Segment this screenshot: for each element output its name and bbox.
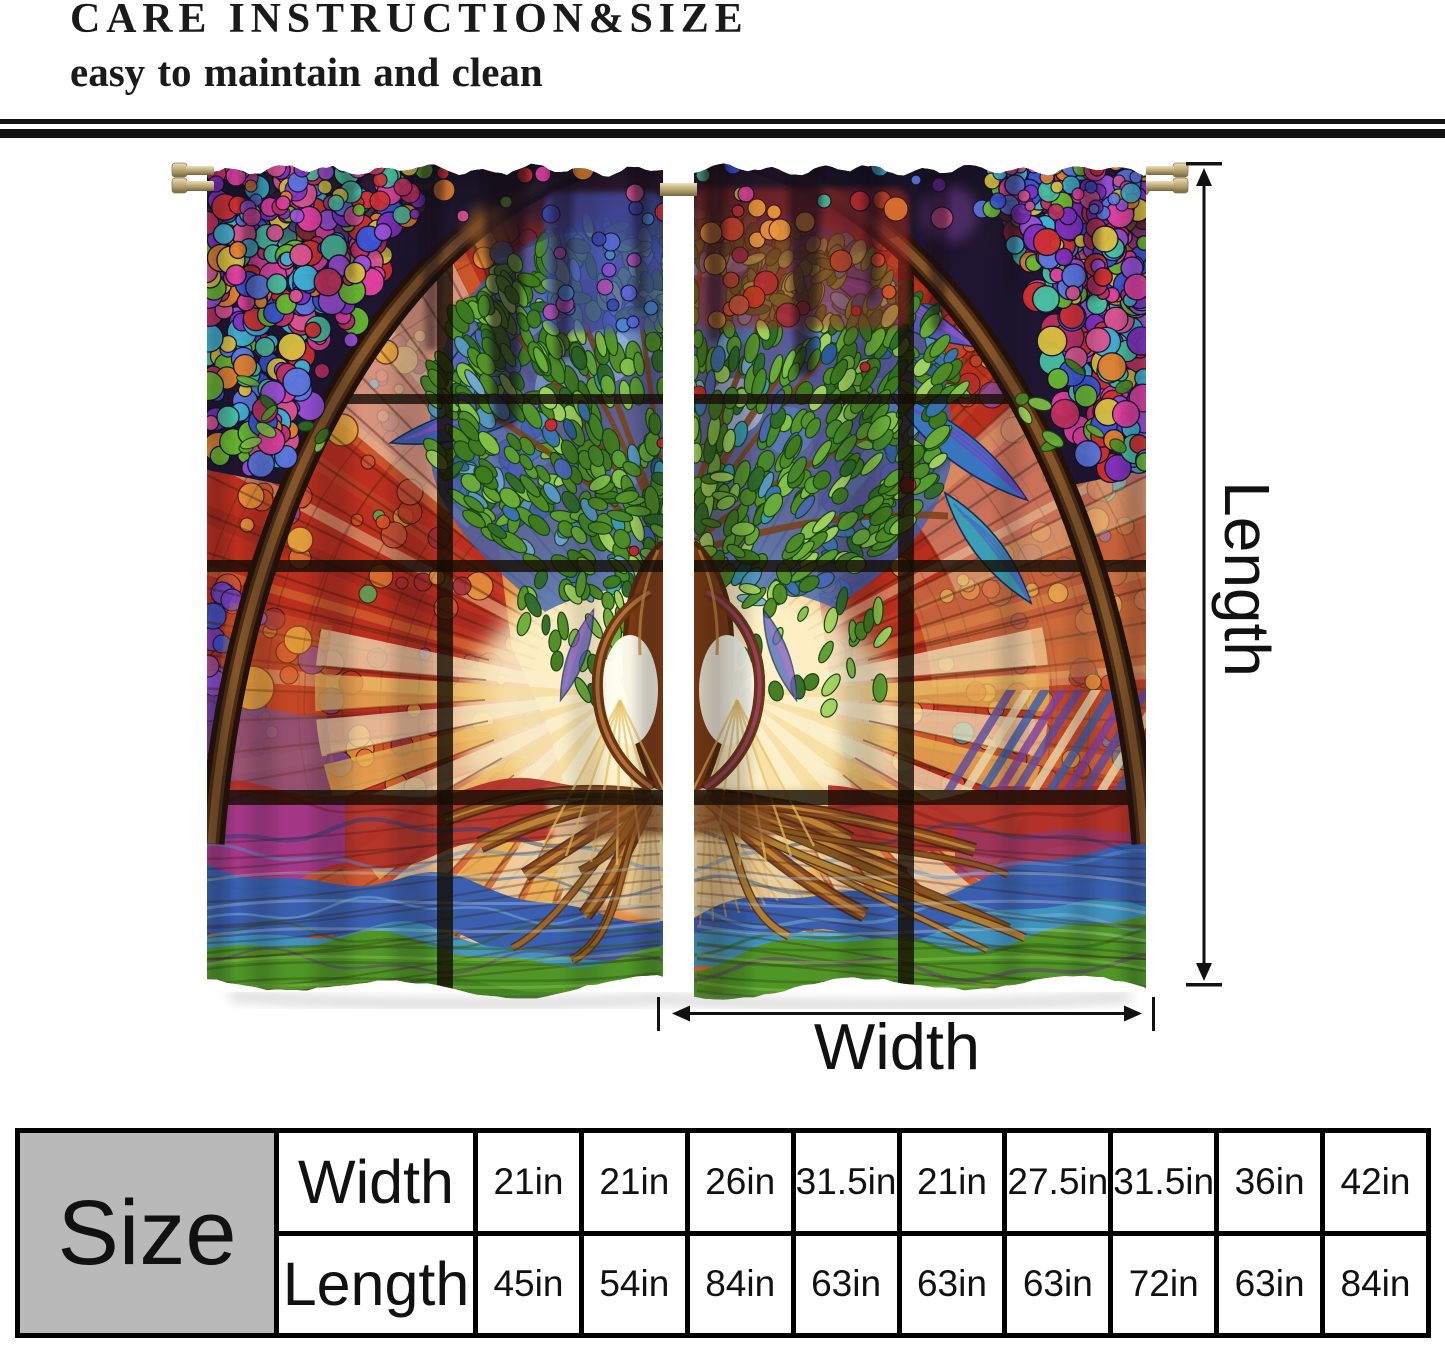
svg-text:Length: Length xyxy=(1211,481,1283,677)
svg-text:Width: Width xyxy=(814,1010,980,1083)
